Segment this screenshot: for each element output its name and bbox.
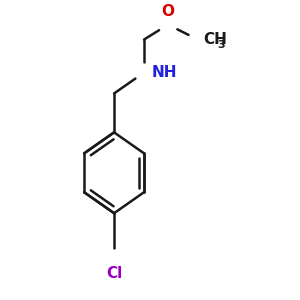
Text: 3: 3 — [217, 40, 225, 50]
Text: O: O — [161, 4, 175, 19]
Text: NH: NH — [152, 65, 177, 80]
Text: CH: CH — [203, 32, 227, 47]
Text: Cl: Cl — [106, 266, 122, 281]
